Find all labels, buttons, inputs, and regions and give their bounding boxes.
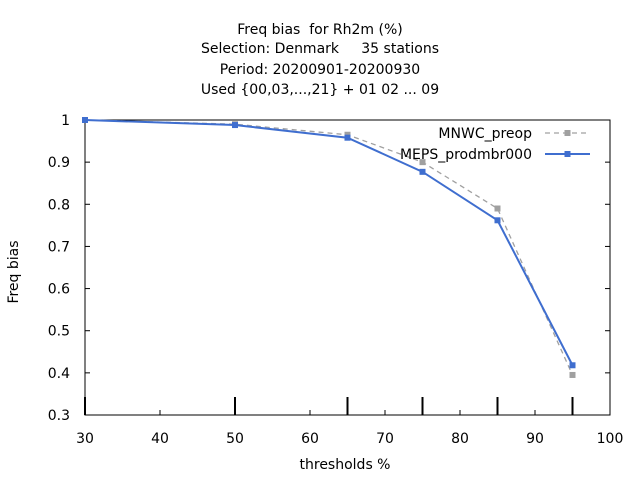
legend-swatch-point-1 <box>564 151 571 157</box>
series-line-0 <box>84 119 574 376</box>
legend-label-0: MNWC_preop <box>438 126 532 142</box>
legend-label-1: MEPS_prodmbr000 <box>400 147 532 163</box>
y-tick-label: 0.6 <box>48 282 70 298</box>
chart-title-line-3: Period: 20200901-20200930 <box>219 62 421 78</box>
chart-title-line-4: Used {00,03,...,21} + 01 02 ... 09 <box>200 82 440 98</box>
x-tick-label: 80 <box>451 431 469 447</box>
series-point-1 <box>344 134 351 141</box>
series-point-1 <box>494 217 501 224</box>
x-tick-label: 50 <box>226 431 244 447</box>
series-point-1 <box>569 362 576 369</box>
y-tick-label: 0.9 <box>48 155 70 171</box>
x-tick-label: 70 <box>376 431 394 447</box>
y-tick-label: 0.7 <box>48 239 70 255</box>
series-point-1 <box>232 122 238 129</box>
y-tick-label: 1 <box>61 113 70 129</box>
series-point-0 <box>569 371 576 378</box>
x-tick-label: 100 <box>597 431 624 447</box>
legend-swatch-point-0 <box>564 130 571 136</box>
x-axis-label: thresholds % <box>299 457 391 473</box>
plot-area-frame <box>84 119 611 416</box>
series-point-1 <box>419 168 426 175</box>
y-tick-label: 0.5 <box>48 324 70 340</box>
chart-title-line-2: Selection: Denmark 35 stations <box>200 41 440 57</box>
series-point-0 <box>494 205 501 212</box>
y-tick-label: 0.4 <box>48 366 70 382</box>
series-point-0 <box>419 159 426 166</box>
x-tick-label: 90 <box>526 431 544 447</box>
y-tick-label: 0.3 <box>48 408 70 424</box>
chart-title-line-1: Freq bias for Rh2m (%) <box>237 22 403 38</box>
series-line-1 <box>84 119 574 366</box>
series-point-1 <box>82 117 88 123</box>
x-tick-label: 60 <box>301 431 319 447</box>
x-tick-label: 30 <box>76 431 94 447</box>
x-tick-label: 40 <box>151 431 169 447</box>
y-tick-label: 0.8 <box>48 197 70 213</box>
